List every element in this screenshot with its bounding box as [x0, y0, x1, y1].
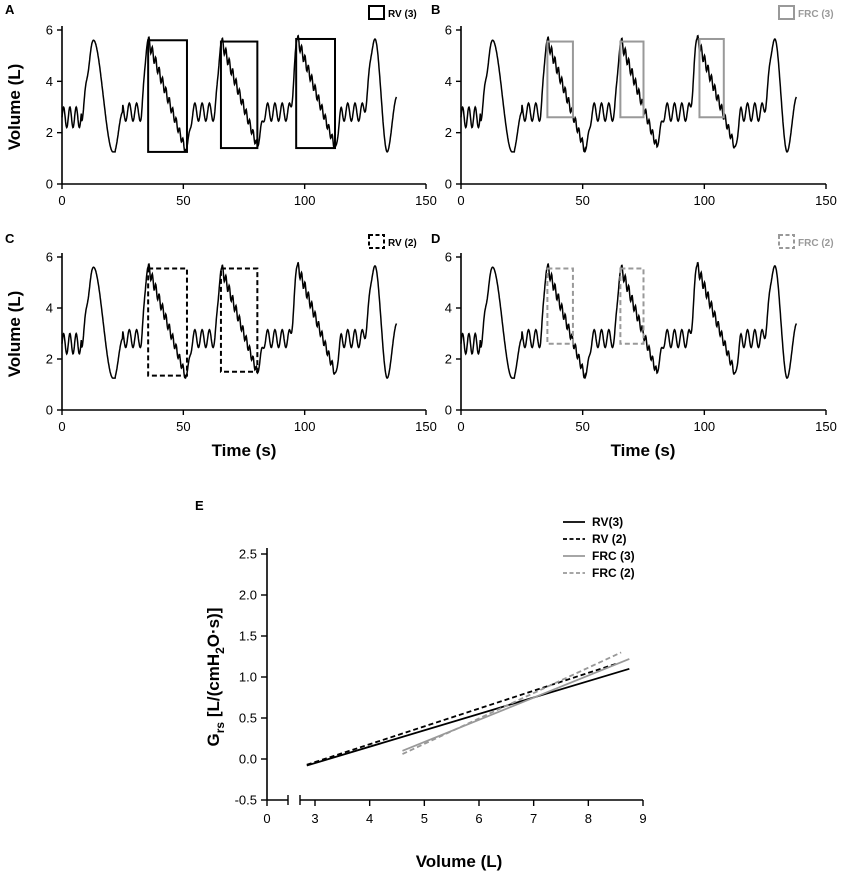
y-axis-title: Volume (L): [5, 291, 24, 378]
x-axis-title: Time (s): [611, 441, 676, 460]
legend-label: FRC (2): [592, 566, 635, 580]
panel-c: C 0 2 4 6 0 50 100 150 Volume (L) Time (s) RV (2): [5, 231, 437, 460]
maneuver-box: [546, 267, 574, 345]
y-axis-title-part: O·s)]: [204, 608, 223, 648]
y-tick-label: 0: [46, 403, 53, 418]
panel-letter: E: [195, 498, 204, 513]
y-tick-label: 6: [445, 23, 452, 38]
legend-label: FRC (2): [798, 238, 834, 249]
y-axis-title-part: 2: [213, 647, 227, 654]
maneuver-box: [219, 40, 259, 150]
legend-label: RV(3): [592, 515, 623, 529]
y-tick-label: 4: [46, 74, 53, 89]
panel-letter: D: [431, 231, 440, 246]
y-tick-label: 6: [445, 250, 452, 265]
y-tick-label: 2: [445, 125, 452, 140]
panel-e: E -0.5 0.0 0.5 1.0 1.5 2.0 2.5 0 3 4 5 6 7 8 9 Volume (L…: [195, 498, 647, 871]
panel-letter: C: [5, 231, 15, 246]
volume-trace: [460, 34, 798, 153]
series-line-rv3: [306, 667, 630, 767]
series-line-rv2: [306, 662, 619, 766]
y-axis-title-part: G: [204, 733, 223, 746]
series-line-frc2: [402, 651, 622, 755]
x-tick-label: 0: [58, 193, 65, 208]
x-tick-label: 0: [457, 419, 464, 434]
x-tick-label: 100: [693, 193, 715, 208]
x-tick-label: 150: [415, 193, 437, 208]
x-tick-label: 150: [815, 193, 837, 208]
x-tick-label: 50: [575, 419, 589, 434]
y-axis-title: Grs [L/(cmH2O·s)]: [204, 608, 227, 747]
panel-letter: A: [5, 2, 15, 17]
y-tick-label: 4: [445, 301, 452, 316]
y-axis-title: Volume (L): [5, 64, 24, 151]
legend-swatch: [368, 5, 385, 20]
x-tick-label: 6: [475, 811, 482, 826]
legend-swatch: [368, 234, 385, 249]
y-tick-label: 0: [445, 177, 452, 192]
maneuver-box: [147, 267, 188, 377]
x-tick-label: 150: [415, 419, 437, 434]
y-tick-label: 1.5: [239, 629, 257, 644]
x-tick-label: 100: [294, 193, 316, 208]
legend-swatch: [778, 5, 795, 20]
maneuver-box: [698, 37, 725, 119]
x-tick-label: 50: [176, 193, 190, 208]
maneuver-box: [219, 267, 259, 373]
x-tick-label: 0: [58, 419, 65, 434]
maneuver-box: [295, 37, 337, 150]
maneuver-box: [147, 39, 188, 153]
volume-trace: [61, 261, 398, 380]
y-tick-label: 2.5: [239, 547, 257, 562]
legend-label: RV (2): [592, 532, 626, 546]
volume-trace: [460, 261, 798, 380]
maneuver-box: [619, 267, 645, 345]
y-axis-title-part: rs: [213, 722, 227, 734]
panel-a: A 0 2 4 6 0 50 100 150 Volume (L) RV (3): [5, 2, 437, 208]
y-tick-label: 0: [46, 177, 53, 192]
series-line-frc3: [402, 658, 630, 752]
x-tick-label: 5: [421, 811, 428, 826]
x-tick-label: 50: [176, 419, 190, 434]
y-tick-label: 2: [46, 125, 53, 140]
y-tick-label: 2: [46, 352, 53, 367]
x-axis-title: Time (s): [212, 441, 277, 460]
maneuver-box: [619, 40, 645, 119]
x-tick-label: 8: [585, 811, 592, 826]
y-tick-label: 6: [46, 250, 53, 265]
y-tick-label: 6: [46, 23, 53, 38]
legend-label: FRC (3): [592, 549, 635, 563]
legend-label: RV (3): [388, 9, 417, 20]
panel-b: B 0 2 4 6 0 50 100 150 FRC (3): [431, 2, 837, 208]
x-tick-label: 3: [311, 811, 318, 826]
y-axis-title-part: [L/(cmH: [204, 654, 223, 722]
x-tick-label: 100: [294, 419, 316, 434]
y-tick-label: 2: [445, 352, 452, 367]
y-tick-label: 1.0: [239, 670, 257, 685]
y-tick-label: 0.5: [239, 711, 257, 726]
x-axis-title: Volume (L): [416, 852, 503, 871]
x-tick-label: 4: [366, 811, 373, 826]
x-tick-label: 0: [263, 811, 270, 826]
y-tick-label: -0.5: [235, 793, 257, 808]
y-tick-label: 4: [445, 74, 452, 89]
volume-trace: [61, 34, 398, 153]
maneuver-box: [546, 40, 574, 119]
x-tick-label: 100: [693, 419, 715, 434]
x-tick-label: 50: [575, 193, 589, 208]
legend-swatch: [778, 234, 795, 249]
y-tick-label: 4: [46, 301, 53, 316]
y-tick-label: 0: [445, 403, 452, 418]
legend-label: FRC (3): [798, 9, 834, 20]
x-tick-label: 0: [457, 193, 464, 208]
panel-letter: B: [431, 2, 440, 17]
panel-d: D 0 2 4 6 0 50 100 150 Time (s) FRC (2): [431, 231, 837, 460]
legend-label: RV (2): [388, 238, 417, 249]
y-tick-label: 2.0: [239, 588, 257, 603]
x-tick-label: 150: [815, 419, 837, 434]
x-tick-label: 9: [639, 811, 646, 826]
y-tick-label: 0.0: [239, 752, 257, 767]
x-tick-label: 7: [530, 811, 537, 826]
